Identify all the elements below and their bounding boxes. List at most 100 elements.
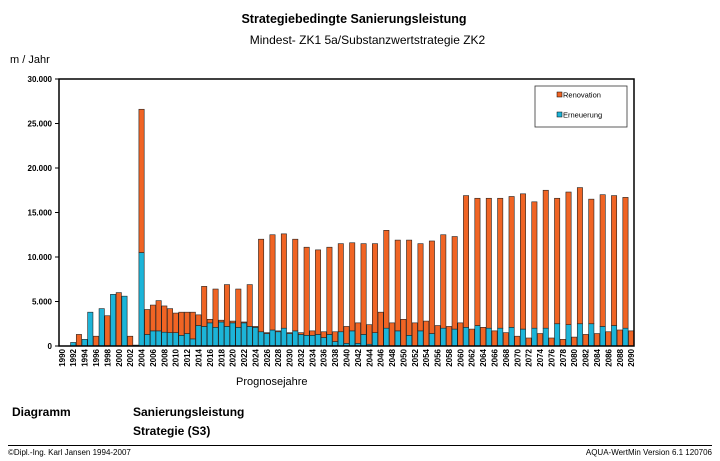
bars-group bbox=[70, 108, 635, 347]
bar-renovation-2008 bbox=[161, 305, 168, 333]
bar-renovation-2046 bbox=[377, 311, 384, 347]
x-tick-label: 2040 bbox=[343, 348, 352, 366]
bar-renovation-2059 bbox=[451, 236, 458, 330]
bar-erneuerung-1999 bbox=[110, 294, 117, 347]
bar-renovation-2067 bbox=[497, 197, 504, 329]
bar-erneuerung-2051 bbox=[406, 335, 413, 347]
bar-erneuerung-2047 bbox=[383, 327, 390, 347]
bar-renovation-2065 bbox=[485, 197, 492, 329]
bar-erneuerung-2041 bbox=[349, 330, 356, 347]
bar-erneuerung-2010 bbox=[172, 332, 179, 347]
x-tick-label: 2034 bbox=[308, 348, 317, 366]
bar-renovation-2057 bbox=[440, 234, 447, 329]
x-tick-label: 2066 bbox=[491, 348, 500, 366]
bar-renovation-2042 bbox=[354, 322, 361, 344]
info-value-strategy: Strategie (S3) bbox=[133, 424, 211, 438]
bar-erneuerung-2032 bbox=[298, 334, 304, 347]
bar-renovation-2017 bbox=[212, 288, 219, 328]
chart-title: Strategiebedingte Sanierungsleistung bbox=[241, 12, 467, 26]
version-text: AQUA-WertMin Version 6.1 120706 bbox=[585, 448, 712, 457]
bar-renovation-2058 bbox=[446, 326, 452, 347]
x-tick-label: 2078 bbox=[559, 348, 568, 366]
bar-erneuerung-2020 bbox=[229, 322, 236, 347]
x-tick-label: 2054 bbox=[422, 348, 431, 366]
bar-erneuerung-1997 bbox=[98, 308, 105, 347]
x-tick-label: 2074 bbox=[536, 348, 545, 366]
y-tick-label: 5.000 bbox=[32, 298, 53, 307]
y-ticks-group: 0 5.000 10.000 15.000 20.000 25.000 30.000 bbox=[28, 75, 59, 351]
bar-renovation-2026 bbox=[263, 332, 270, 334]
copyright-text: ©Dipl.-Ing. Karl Jansen 1994-2007 bbox=[8, 448, 131, 457]
bar-renovation-2020 bbox=[229, 320, 236, 324]
bar-erneuerung-2007 bbox=[155, 330, 162, 347]
x-tick-label: 2004 bbox=[138, 348, 147, 366]
bar-erneuerung-2011 bbox=[178, 335, 185, 347]
bar-renovation-2054 bbox=[423, 320, 430, 347]
bar-renovation-2016 bbox=[206, 318, 213, 324]
x-tick-label: 2008 bbox=[160, 348, 169, 366]
bar-renovation-2040 bbox=[343, 326, 350, 344]
bar-erneuerung-2001 bbox=[121, 295, 128, 347]
bar-erneuerung-2004 bbox=[138, 252, 145, 347]
x-axis-label: Prognosejahre bbox=[236, 376, 308, 388]
bar-renovation-2004 bbox=[138, 108, 145, 253]
bar-renovation-2090 bbox=[628, 330, 635, 347]
bar-erneuerung-2034 bbox=[309, 335, 316, 347]
bar-renovation-2049 bbox=[394, 239, 401, 332]
bar-erneuerung-1994 bbox=[81, 339, 88, 347]
bar-renovation-2083 bbox=[588, 198, 595, 325]
x-tick-label: 2016 bbox=[206, 348, 215, 366]
bar-renovation-2028 bbox=[275, 330, 282, 333]
x-tick-label: 2006 bbox=[149, 348, 158, 366]
x-tick-label: 2030 bbox=[286, 348, 295, 366]
y-tick-label: 30.000 bbox=[28, 75, 53, 84]
bar-erneuerung-2031 bbox=[292, 330, 299, 347]
bar-renovation-2051 bbox=[406, 239, 413, 336]
bar-erneuerung-2027 bbox=[269, 329, 276, 347]
bar-renovation-2033 bbox=[303, 246, 310, 336]
bar-renovation-2010 bbox=[172, 312, 179, 333]
bar-erneuerung-2085 bbox=[599, 326, 606, 347]
legend-swatch-renovation bbox=[556, 91, 563, 98]
x-tick-label: 2042 bbox=[354, 348, 363, 366]
x-tick-label: 2024 bbox=[251, 348, 260, 366]
bar-renovation-2088 bbox=[616, 329, 623, 347]
bar-erneuerung-2023 bbox=[246, 326, 253, 347]
bar-erneuerung-2013 bbox=[189, 338, 196, 347]
bar-erneuerung-2043 bbox=[360, 334, 367, 347]
x-tick-label: 2088 bbox=[616, 348, 625, 366]
bar-erneuerung-2057 bbox=[440, 327, 447, 347]
x-tick-label: 2086 bbox=[604, 348, 613, 366]
bar-renovation-2007 bbox=[155, 300, 162, 332]
x-tick-label: 2072 bbox=[525, 348, 534, 366]
bar-renovation-2086 bbox=[605, 331, 612, 347]
bar-erneuerung-2075 bbox=[542, 327, 549, 347]
bar-erneuerung-2059 bbox=[451, 328, 458, 347]
info-value-diagram: Sanierungsleistung bbox=[133, 405, 245, 419]
bar-renovation-2032 bbox=[298, 332, 304, 335]
bar-erneuerung-2015 bbox=[201, 326, 208, 347]
bar-renovation-2002 bbox=[127, 335, 134, 347]
x-tick-label: 2084 bbox=[593, 348, 602, 366]
x-tick-label: 2036 bbox=[320, 348, 329, 366]
bar-erneuerung-2065 bbox=[485, 327, 492, 347]
bar-renovation-2048 bbox=[389, 322, 395, 347]
stacked-bar-chart: 0 5.000 10.000 15.000 20.000 25.000 30.000 199… bbox=[28, 75, 637, 367]
x-tick-label: 2062 bbox=[468, 348, 477, 366]
bar-renovation-2006 bbox=[149, 304, 156, 332]
bar-renovation-2062 bbox=[468, 328, 475, 347]
bar-renovation-2085 bbox=[599, 194, 606, 327]
bar-renovation-2022 bbox=[241, 321, 247, 324]
x-tick-label: 2014 bbox=[194, 348, 203, 366]
x-tick-label: 2022 bbox=[240, 348, 249, 366]
x-tick-label: 2050 bbox=[399, 348, 408, 366]
x-tick-label: 2026 bbox=[263, 348, 272, 366]
bar-renovation-2084 bbox=[594, 333, 600, 347]
bar-renovation-2019 bbox=[223, 284, 230, 327]
bar-erneuerung-2014 bbox=[195, 325, 202, 347]
bar-renovation-2055 bbox=[428, 240, 435, 334]
bar-renovation-2015 bbox=[201, 286, 208, 327]
bar-renovation-2072 bbox=[525, 337, 532, 347]
bar-renovation-2029 bbox=[280, 233, 287, 329]
bar-renovation-2000 bbox=[115, 292, 122, 347]
